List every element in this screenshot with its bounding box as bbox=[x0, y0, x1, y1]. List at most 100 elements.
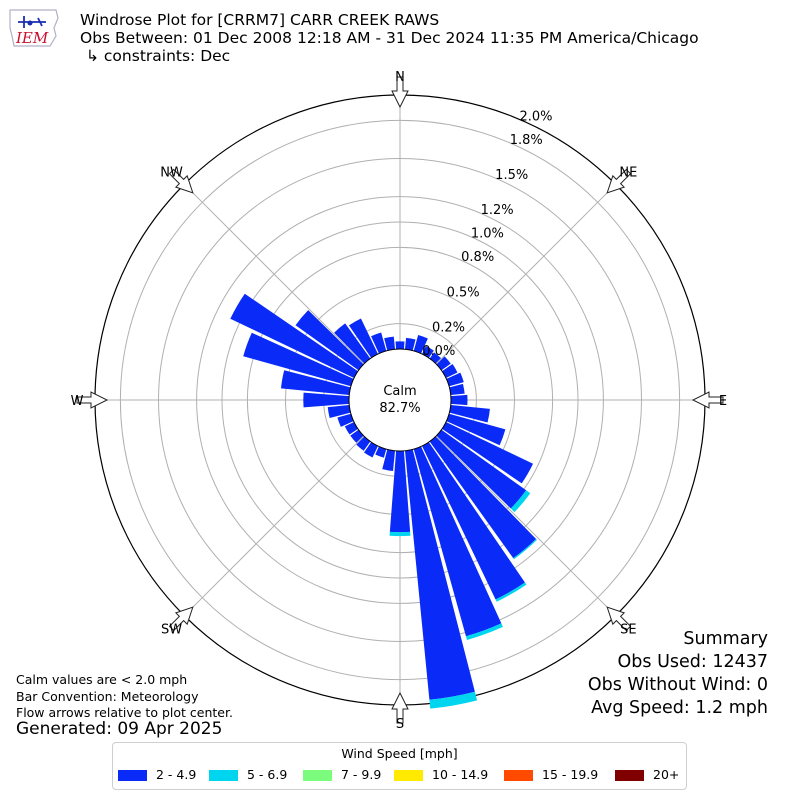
legend-label: 15 - 19.9 bbox=[542, 767, 599, 782]
wind-bar bbox=[327, 404, 351, 419]
summary-heading: Summary bbox=[683, 629, 768, 649]
wind-bar bbox=[364, 442, 378, 458]
wind-bar bbox=[422, 345, 434, 358]
ring-gridline bbox=[158, 158, 642, 642]
chart-title: Windrose Plot for [CRRM7] CARR CREEK RAW… bbox=[80, 11, 440, 29]
wind-bar bbox=[422, 442, 525, 600]
wind-bar bbox=[337, 413, 354, 427]
compass-label-w: W bbox=[71, 394, 84, 409]
bar-convention-note: Bar Convention: Meteorology bbox=[16, 689, 199, 704]
ring-gridline bbox=[196, 196, 604, 604]
wind-bar bbox=[413, 334, 428, 354]
compass-label-n: N bbox=[395, 70, 405, 85]
wind-bar bbox=[429, 436, 537, 559]
flow-arrow-icon bbox=[76, 391, 109, 409]
legend-swatch bbox=[209, 770, 238, 781]
legend-title: Wind Speed [mph] bbox=[341, 746, 458, 761]
legend-label: 5 - 6.9 bbox=[247, 767, 288, 782]
flow-arrow-icon bbox=[391, 691, 409, 724]
radial-tick-label: 1.8% bbox=[510, 133, 543, 148]
wind-bar bbox=[375, 446, 387, 458]
flow-arrow-icon bbox=[391, 76, 409, 109]
wind-bar bbox=[243, 332, 354, 387]
legend-label: 10 - 14.9 bbox=[432, 767, 489, 782]
compass-label-ne: NE bbox=[619, 166, 637, 181]
wind-bar bbox=[495, 582, 527, 602]
radial-tick-label: 1.2% bbox=[481, 203, 514, 218]
wind-bar bbox=[510, 490, 531, 513]
wind-bar bbox=[450, 394, 468, 406]
wind-bar bbox=[389, 450, 411, 533]
iowa-outline-shape bbox=[9, 9, 59, 47]
ring-gridline bbox=[221, 221, 579, 579]
wind-bar bbox=[230, 293, 358, 378]
obs-between-text: Obs Between: 01 Dec 2008 12:18 AM - 31 D… bbox=[80, 29, 699, 47]
wind-bars bbox=[230, 293, 537, 709]
radial-tick-label: 0.0% bbox=[422, 344, 455, 359]
legend-swatch bbox=[303, 770, 332, 781]
iem-logo: IEM bbox=[9, 9, 59, 47]
wind-bar bbox=[436, 356, 451, 371]
radial-tick-label: 0.8% bbox=[461, 250, 494, 265]
legend-swatch bbox=[394, 770, 423, 781]
generated-date: Generated: 09 Apr 2025 bbox=[16, 719, 223, 739]
legend-swatch bbox=[615, 770, 644, 781]
wind-bar bbox=[449, 383, 465, 396]
wind-bar bbox=[344, 422, 358, 435]
wind-bar bbox=[356, 436, 371, 451]
wind-bar bbox=[449, 404, 490, 423]
flow-arrow-icon bbox=[691, 391, 724, 409]
wind-bar bbox=[404, 337, 416, 351]
legend-label: 7 - 9.9 bbox=[341, 767, 382, 782]
flow-arrow-icon bbox=[606, 606, 632, 632]
compass-label-se: SE bbox=[620, 622, 636, 637]
wind-bar bbox=[446, 413, 506, 446]
axis-labels: Calm 82.7% 0.0% 0.2% 0.5% 0.8% 1.0% 1.2% 1.5% 1.8… bbox=[71, 70, 728, 732]
compass-label-s: S bbox=[396, 717, 404, 732]
legend-label: 2 - 4.9 bbox=[156, 767, 197, 782]
wind-bar bbox=[280, 370, 351, 396]
flow-arrow-icon bbox=[168, 606, 194, 632]
logo-dot-icon bbox=[27, 20, 33, 26]
wind-bar bbox=[446, 372, 464, 387]
flow-arrows-note: Flow arrows relative to plot center. bbox=[16, 705, 233, 720]
wind-bar bbox=[350, 429, 364, 443]
wind-bar bbox=[442, 364, 458, 378]
wind-bar bbox=[442, 422, 534, 484]
wind-bar bbox=[436, 429, 527, 509]
wind-bar bbox=[429, 691, 478, 709]
legend: Wind Speed [mph] 2 - 4.9 5 - 6.9 7 - 9.9… bbox=[112, 742, 687, 790]
ring-gridline bbox=[246, 246, 554, 554]
calm-circle bbox=[348, 348, 452, 452]
wind-bar bbox=[295, 310, 364, 371]
flow-arrow-icon bbox=[606, 168, 632, 194]
wind-bar bbox=[348, 318, 378, 358]
flow-arrow-icon bbox=[168, 168, 194, 194]
wind-bar bbox=[429, 352, 442, 364]
compass-label-nw: NW bbox=[160, 166, 183, 181]
calm-label: Calm bbox=[383, 384, 416, 399]
legend-swatch bbox=[118, 770, 147, 781]
wind-bar bbox=[371, 332, 387, 354]
wind-bar bbox=[513, 538, 537, 560]
calm-value: 82.7% bbox=[379, 401, 420, 416]
radial-tick-label: 0.2% bbox=[432, 321, 465, 336]
wind-bar bbox=[384, 336, 396, 351]
wind-bar bbox=[382, 449, 396, 471]
summary-avg-speed: Avg Speed: 1.2 mph bbox=[591, 698, 768, 718]
wind-bar bbox=[389, 531, 411, 537]
legend-label: 20+ bbox=[653, 767, 680, 782]
legend-swatch bbox=[504, 770, 533, 781]
radial-tick-label: 1.0% bbox=[471, 227, 504, 242]
summary-obs-used: Obs Used: 12437 bbox=[617, 652, 769, 672]
summary-obs-without-wind: Obs Without Wind: 0 bbox=[587, 675, 768, 695]
wind-bar bbox=[334, 323, 371, 364]
ring-gridline bbox=[119, 119, 681, 681]
compass-label-e: E bbox=[719, 394, 727, 409]
logo-text: IEM bbox=[15, 29, 49, 47]
constraints-text: ↳ constraints: Dec bbox=[86, 47, 231, 65]
calm-note: Calm values are < 2.0 mph bbox=[16, 672, 188, 687]
wind-bar bbox=[465, 623, 503, 640]
wind-bar bbox=[303, 392, 350, 408]
